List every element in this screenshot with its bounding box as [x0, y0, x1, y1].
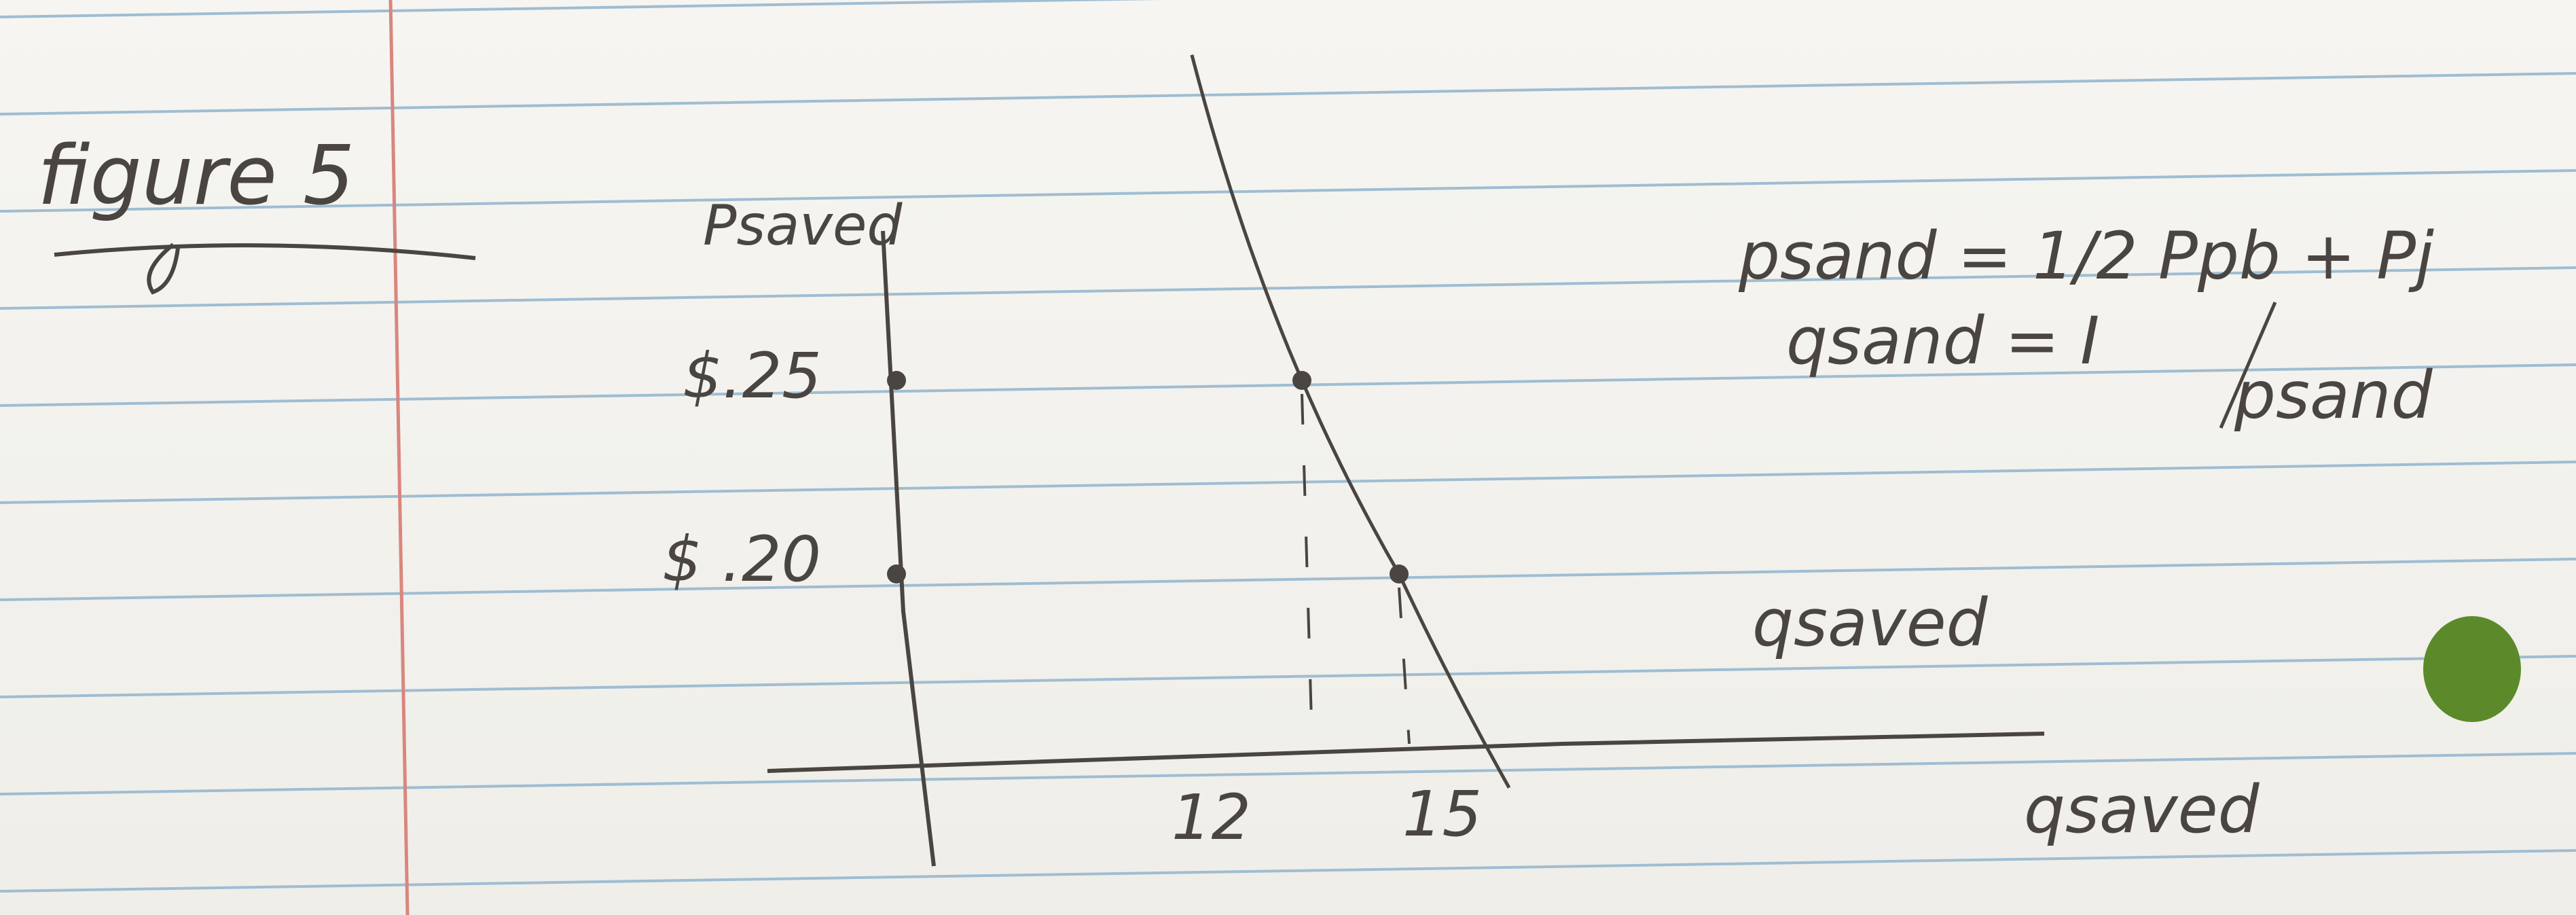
curve-label: qsaved — [1752, 585, 1989, 661]
figure-title: figure 5 — [37, 129, 355, 223]
ruled-lines — [0, 0, 2576, 893]
drop-line-15 — [1398, 587, 1411, 744]
ruled-line — [0, 849, 2576, 893]
ruled-line — [0, 72, 2576, 115]
x-tick-label-12: 12 — [1172, 781, 1251, 854]
curve-point-15 — [1390, 564, 1409, 584]
margin-line — [388, 0, 410, 915]
x-tick-label-15: 15 — [1402, 778, 1482, 850]
punched-hole — [2423, 616, 2521, 722]
ruled-line — [0, 363, 2576, 407]
drop-line-12 — [1301, 393, 1313, 744]
y-tick-label-0.25: $.25 — [683, 340, 822, 412]
title-underline — [54, 243, 476, 295]
ruled-line — [0, 655, 2576, 698]
y-axis — [881, 230, 936, 867]
curve-point-12 — [1292, 371, 1311, 390]
ruled-line — [0, 558, 2576, 601]
axes — [767, 230, 2045, 867]
y-tick-label-0.20: $ .20 — [662, 523, 821, 596]
equation-qsand-denominator: psand — [2234, 357, 2433, 433]
demand-curve — [1190, 54, 1511, 789]
equation-qsand: qsand = I — [1786, 303, 2099, 379]
ruled-line — [0, 266, 2576, 310]
fraction-slash — [2219, 302, 2277, 429]
y-axis-label: Psaved — [703, 194, 903, 258]
ruled-line — [0, 0, 1159, 18]
x-axis — [767, 732, 2045, 773]
x-axis-label: qsaved — [2024, 772, 2260, 848]
y-axis-dot-0.2 — [887, 564, 906, 584]
ruled-line — [0, 752, 2576, 795]
chart-marks — [887, 371, 1411, 744]
y-axis-dot-0.25 — [887, 371, 906, 390]
equation-psand: psand = 1/2 Ppb + Pj — [1738, 218, 2434, 294]
ruled-line — [0, 461, 2576, 504]
ruled-line — [0, 169, 2576, 213]
